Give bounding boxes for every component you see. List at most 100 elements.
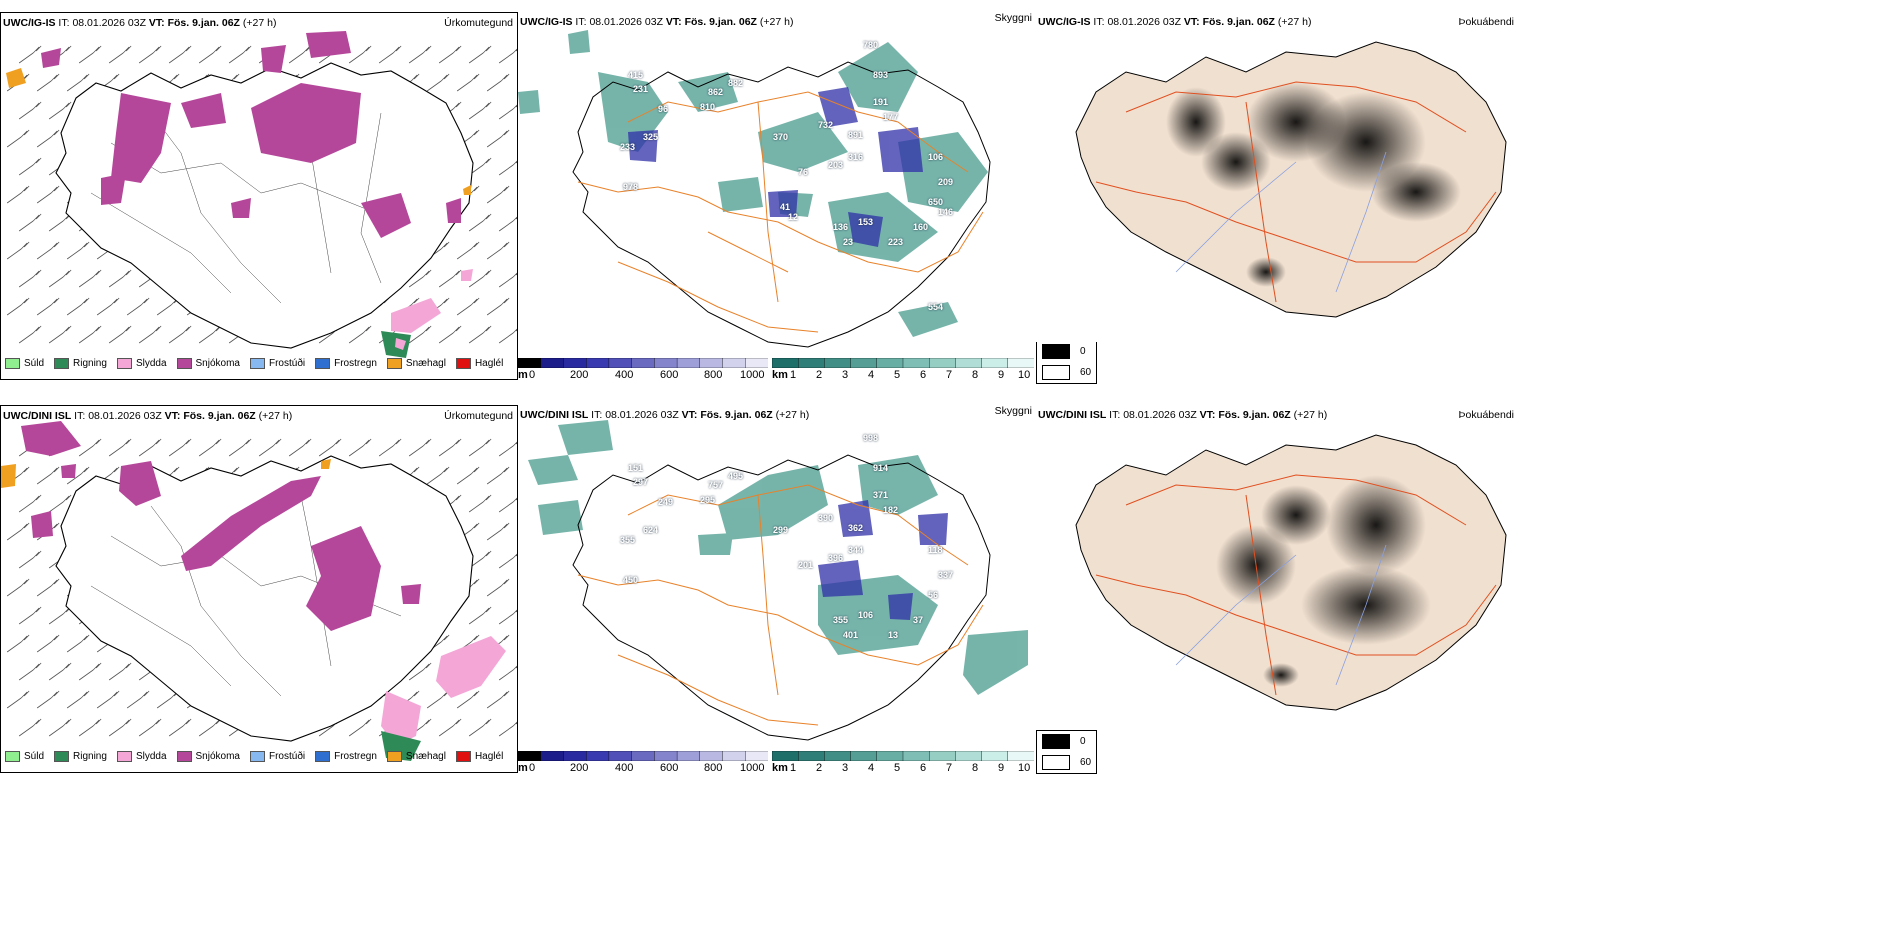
fog-swatch [1042,734,1070,749]
wind-barb [198,718,222,737]
wind-barb [486,297,510,316]
wind-barb [426,690,450,709]
panel-title: Skyggni [994,405,1032,417]
cloud-base-label: 231 [633,84,649,94]
wind-barb [108,718,132,737]
wind-barb [126,690,150,709]
cloud-base-label: 882 [728,78,744,88]
panel-title: Þokuábendi [1458,16,1514,28]
wind-barb [198,438,222,457]
wind-barb [36,634,60,653]
wind-barb [168,718,192,737]
wind-barb [78,269,102,288]
cloud-base-label: 96 [658,104,669,114]
wind-barb [18,157,42,176]
cloud-base-label: 650 [928,197,944,207]
wind-barb [138,45,162,64]
cloud-base-label: 118 [928,545,943,555]
map-header: UWC/IG-IS IT: 08.01.2026 03Z VT: Fös. 9.… [520,16,794,28]
legend-item: Haglél [455,358,503,369]
cloud-base-label: 316 [848,152,864,162]
wind-barb [168,438,192,457]
cloud-base-label: 12 [788,212,799,222]
cloud-base-label: 415 [628,70,644,80]
wind-barb [6,634,30,653]
cloud-base-label: 153 [858,217,874,227]
visibility-areas [518,30,988,337]
legend-item: Snæhagl [386,751,446,762]
iceland-outline [55,455,474,742]
cloud-base-label: 554 [928,302,944,312]
visibility-colorbar-strip [771,750,1035,762]
colorbar-segment [902,750,930,762]
cloud-base-label: 396 [828,553,844,563]
colorbar-segment [676,750,701,762]
colorbar-segment [876,357,904,369]
wind-barb [78,662,102,681]
wind-barb [48,213,72,232]
legend-swatch [315,751,331,762]
legend-swatch [455,751,471,762]
map-header: UWC/DINI ISL IT: 08.01.2026 03Z VT: Fös.… [520,409,810,421]
wind-barb [498,497,517,513]
legend-item: Slydda [116,358,167,369]
wind-barb [408,269,432,288]
fog-legend-item: 60 [1037,752,1096,773]
cloud-base-label: 136 [833,222,849,232]
wind-barb [228,45,252,64]
legend-swatch [315,358,331,369]
colorbar-segment [745,750,769,762]
cloud-base-label: 151 [628,463,644,473]
cloudbase-colorbar: m 0 200 400 600 800 1000 [518,357,769,380]
cloudbase-colorbar-strip [518,750,769,762]
cloud-base-label: 355 [620,535,636,545]
cloud-base-label: 891 [848,130,864,140]
cloud-base-label: 390 [818,513,834,523]
colorbar-segment [540,750,565,762]
cloud-base-label: 337 [938,570,954,580]
cloud-visibility-map-row1: UWC/IG-IS IT: 08.01.2026 03Z VT: Fös. 9.… [518,12,1036,380]
wind-barb [48,662,72,681]
rivers [1175,544,1387,686]
wind-barb [408,45,432,64]
cloud-base-label: 182 [883,505,899,515]
cloud-base-label: 732 [818,120,834,130]
cloud-base-label: 41 [780,202,791,212]
wind-barb [486,241,510,260]
wind-barb [486,466,510,485]
colorbar-segment [850,750,878,762]
fog-areas [1166,82,1461,287]
colorbar-segment [1007,750,1035,762]
fog-legend-item: 0 [1037,341,1096,362]
colorbar-segment [518,357,542,369]
cloud-base-label: 23 [843,237,854,247]
wind-barb [348,718,372,737]
cloud-base-label: 998 [863,433,879,443]
cloud-map-canvas [518,30,991,348]
cloud-base-label: 450 [623,575,639,585]
cloud-base-label: 13 [888,630,899,640]
panel-title: Úrkomutegund [444,17,513,29]
precip-map-canvas [1,421,517,761]
wind-barb [498,48,517,64]
legend-item: Snjókoma [176,751,240,762]
wind-barb [468,494,492,513]
colorbar-segment [585,357,610,369]
cloud-base-label: 914 [873,463,889,473]
panel-title: Úrkomutegund [444,410,513,422]
wind-barb [438,45,462,64]
visibility-colorbar: km 1 2 3 4 5 6 7 8 9 10 [771,750,1035,773]
wind-barb [48,269,72,288]
cloud-base-label: 76 [798,167,809,177]
wind-barb [36,73,60,92]
wind-barb [108,438,132,457]
wind-barb [378,438,402,457]
wind-barb [456,690,480,709]
cloud-base-label: 344 [848,545,864,555]
colorbar-segment [771,357,799,369]
wind-barb [66,634,90,653]
cloud-base-label: 978 [623,182,639,192]
colorbar-segment [955,750,983,762]
wind-barb [48,325,72,344]
cloud-base-label: 624 [643,525,659,535]
